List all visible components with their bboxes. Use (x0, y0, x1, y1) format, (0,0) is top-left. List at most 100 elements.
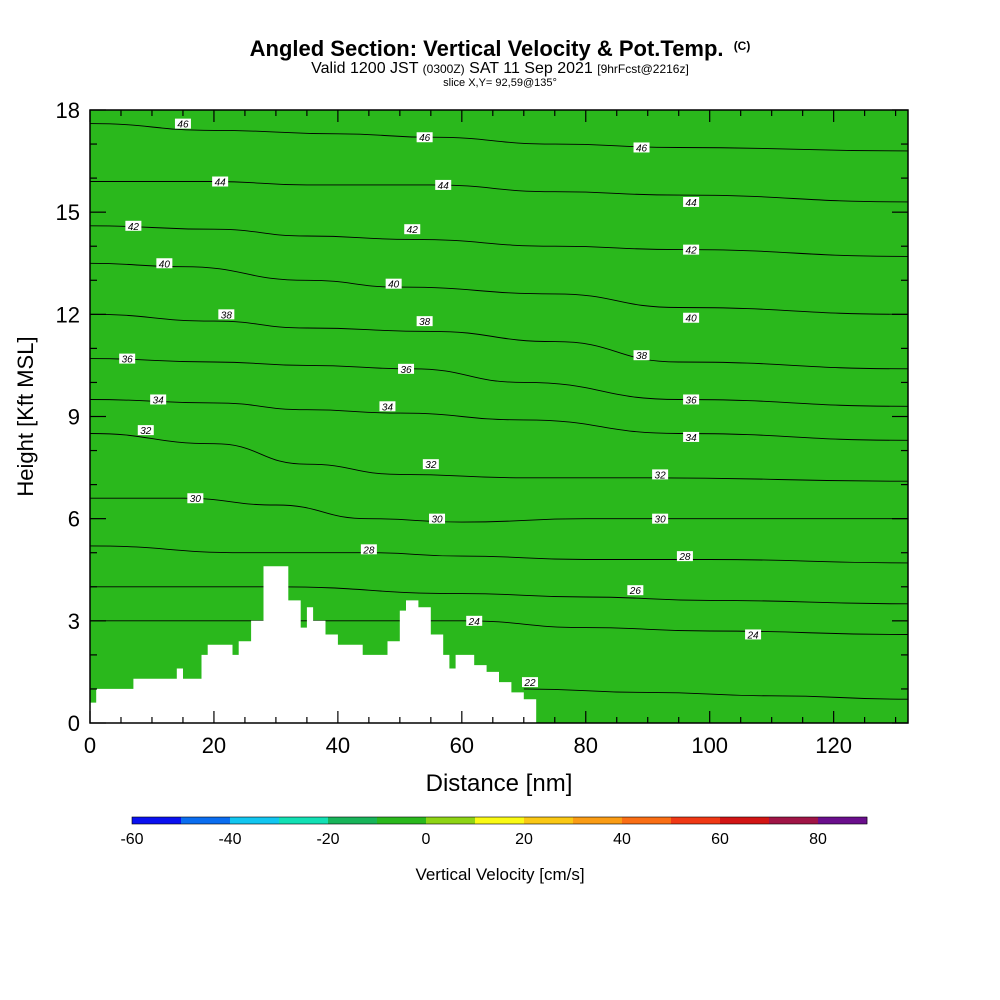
theta-label-bg (150, 394, 167, 405)
theta-label: 42 (686, 246, 698, 257)
theta-label-bg (119, 353, 136, 364)
theta-label-bg (521, 677, 538, 688)
colorbar-swatch (524, 817, 574, 824)
y-tick-label: 0 (68, 711, 80, 736)
valid-prefix: Valid 1200 JST (311, 60, 419, 77)
theta-label-bg (398, 363, 415, 374)
colorbar-swatch (230, 817, 280, 824)
x-tick-label: 100 (691, 733, 728, 758)
theta-label-bg (218, 309, 235, 320)
theta-label-bg (360, 544, 377, 555)
theta-contour-26 (90, 586, 908, 605)
theta-contour-32 (90, 433, 908, 482)
y-axis-label: Height [Kft MSL] (13, 336, 38, 496)
chart-title: Angled Section: Vertical Velocity & Pot.… (0, 36, 1000, 62)
colorbar-swatch (377, 817, 427, 824)
x-axis-label: Distance [nm] (426, 770, 573, 797)
x-tick-label: 0 (84, 733, 96, 758)
colorbar-tick-label: 0 (422, 831, 431, 848)
theta-contour-30 (90, 497, 908, 523)
theta-label: 28 (678, 552, 691, 563)
x-tick-label: 40 (326, 733, 350, 758)
y-tick-label: 18 (56, 98, 80, 123)
valid-date: SAT 11 Sep 2021 (469, 60, 593, 77)
theta-label-bg (435, 179, 452, 190)
theta-label-bg (683, 431, 700, 442)
terrain-mask (90, 566, 537, 723)
theta-label: 44 (215, 178, 227, 189)
theta-label-bg (125, 220, 142, 231)
theta-label-bg (652, 513, 669, 524)
theta-label-bg (174, 118, 191, 129)
x-tick-label: 20 (202, 733, 226, 758)
colorbar: -60 -40 -20 0 20 40 60 80 Vertical Velocity [cm/… (120, 816, 868, 884)
theta-label-bg (683, 312, 700, 323)
theta-label: 36 (400, 365, 412, 376)
theta-label: 40 (388, 280, 400, 291)
theta-label-bg (683, 394, 700, 405)
theta-contour-38 (90, 313, 908, 370)
theta-label: 40 (159, 259, 171, 270)
theta-label: 34 (153, 395, 165, 406)
y-tick-label: 6 (68, 507, 80, 532)
theta-label: 46 (419, 133, 431, 144)
theta-label: 24 (468, 617, 481, 628)
colorbar-label: Vertical Velocity [cm/s] (415, 865, 584, 884)
theta-label-bg (422, 459, 439, 470)
theta-label: 38 (221, 310, 233, 321)
theta-label: 24 (747, 630, 760, 641)
theta-label: 44 (686, 198, 698, 209)
slice-info: slice X,Y= 92,59@135° (443, 77, 557, 89)
theta-label-bg (683, 196, 700, 207)
theta-labels: 46 46 46 44 44 44 42 42 42 40 40 40 38 38 38 36 36 36 34 34… (119, 118, 762, 689)
theta-label: 34 (382, 402, 394, 413)
theta-label-bg (404, 224, 421, 235)
colorbar-swatch (818, 817, 868, 824)
colorbar-swatch (181, 817, 231, 824)
theta-label: 32 (425, 460, 437, 471)
theta-label-bg (745, 629, 762, 640)
valid-utc: (0300Z) (422, 62, 465, 76)
theta-label: 26 (629, 586, 642, 597)
y-tick-label: 12 (56, 302, 80, 327)
theta-label: 46 (177, 120, 189, 131)
colorbar-swatch (573, 817, 623, 824)
theta-label: 28 (362, 545, 375, 556)
theta-contour-42 (90, 225, 908, 257)
colorbar-swatch (720, 817, 770, 824)
theta-label-bg (633, 142, 650, 153)
colorbar-tick-label: 80 (809, 831, 827, 848)
theta-label-bg (652, 469, 669, 480)
theta-label-bg (429, 513, 446, 524)
colorbar-swatch (279, 817, 329, 824)
theta-label-bg (683, 244, 700, 255)
x-tick-label: 60 (450, 733, 474, 758)
x-tick-label: 80 (574, 733, 598, 758)
theta-label: 30 (655, 515, 667, 526)
x-tick-label: 120 (815, 733, 852, 758)
theta-label: 42 (128, 222, 140, 233)
theta-contour-34 (90, 399, 908, 441)
theta-contour-28 (90, 545, 908, 564)
colorbar-swatch (622, 817, 672, 824)
theta-label: 34 (686, 433, 698, 444)
theta-label: 40 (686, 314, 698, 325)
y-tick-label: 9 (68, 405, 80, 430)
axis-ticks (89, 109, 908, 724)
colorbar-tick-label: 60 (711, 831, 729, 848)
theta-label-bg (416, 316, 433, 327)
velocity-background (90, 110, 908, 723)
colorbar-swatch (132, 817, 182, 824)
valid-time-line: Valid 1200 JST (0300Z) SAT 11 Sep 2021 [… (0, 60, 1000, 78)
theta-label-bg (156, 258, 173, 269)
colorbar-swatch (769, 817, 819, 824)
theta-contour-40 (90, 262, 908, 315)
theta-label: 32 (655, 470, 667, 481)
theta-contour-22 (523, 688, 908, 700)
theta-label: 46 (636, 143, 648, 154)
colorbar-swatch (475, 817, 525, 824)
colorbar-tick-label: 20 (515, 831, 533, 848)
colorbar-frame (131, 816, 868, 825)
theta-label: 22 (523, 678, 536, 689)
